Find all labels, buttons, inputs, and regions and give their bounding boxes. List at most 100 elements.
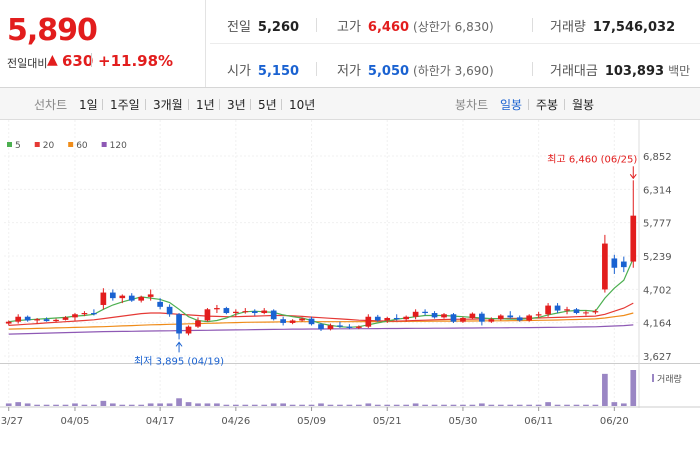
candle-body [526, 315, 533, 321]
volume-bar [327, 404, 334, 406]
divider [102, 99, 103, 110]
candle-body [630, 215, 637, 262]
volume-bar [337, 404, 343, 406]
volume-bar [81, 404, 88, 406]
candle-body [545, 305, 551, 315]
tab-1day[interactable]: 1일 [79, 98, 98, 112]
volume-bar [232, 404, 239, 406]
volume-bar [393, 404, 400, 406]
candle-body [81, 313, 88, 315]
volume-bar [602, 373, 608, 406]
candle-body [554, 305, 561, 311]
change-value: 630 [62, 52, 94, 70]
candle-body [43, 319, 50, 322]
candle-body [327, 325, 334, 330]
candle-body [91, 313, 97, 315]
volume-bar [251, 404, 258, 406]
tab-1week[interactable]: 1주일 [110, 98, 140, 112]
candle-body [488, 319, 495, 322]
volume-bar [15, 402, 22, 406]
tab-weekly[interactable]: 주봉 [536, 98, 559, 112]
volume-bar [374, 404, 381, 406]
legend-swatch [101, 142, 107, 147]
divider [316, 62, 317, 76]
tab-3month[interactable]: 3개월 [153, 98, 183, 112]
amount-stat: 거래대금 103,893 백만 [550, 60, 690, 79]
divider [316, 18, 317, 32]
volume-bar [564, 404, 570, 406]
candle-body [403, 316, 410, 320]
candle-body [242, 311, 249, 313]
volume-bar [554, 404, 561, 406]
candle-body [620, 261, 627, 268]
candle-body [573, 309, 580, 314]
volume-bar [43, 404, 50, 406]
x-tick-label: 05/09 [297, 416, 326, 427]
candle-body [469, 313, 476, 318]
tab-3year[interactable]: 3년 [227, 98, 246, 112]
divider [564, 99, 565, 110]
volume-stat: 거래량 17,546,032 [550, 16, 675, 35]
volume-label: 거래량 [550, 20, 586, 35]
candle-body [5, 321, 12, 324]
candle-body [583, 312, 589, 314]
volume-bar [592, 404, 599, 406]
candle-body [450, 314, 457, 322]
volume-bar [100, 400, 107, 406]
low-value: 5,050 [367, 64, 410, 79]
tab-monthly[interactable]: 월봉 [572, 98, 595, 112]
volume-bars: 거래량 [5, 370, 682, 406]
volume-bar [318, 403, 324, 406]
candle-body [441, 314, 447, 318]
high-value: 6,460 [367, 20, 410, 35]
volume-bar [5, 403, 12, 406]
candle-body [185, 326, 192, 334]
volume-bar [516, 404, 523, 406]
y-tick-label: 3,627 [643, 352, 672, 363]
period-bar: 선차트 1일 1주일 3개월 1년 3년 5년 10년 봉차트 일봉 주봉 월봉 [0, 88, 700, 120]
legend-swatch [7, 142, 12, 147]
candle-body [109, 292, 116, 299]
tab-5year[interactable]: 5년 [258, 98, 277, 112]
candle-body [214, 308, 220, 310]
volume-bar [441, 404, 447, 406]
volume-bar [583, 404, 589, 406]
candle-body [602, 243, 608, 290]
tab-daily[interactable]: 일봉 [500, 98, 523, 112]
volume-bar [431, 404, 438, 406]
candle-body [535, 314, 542, 316]
volume-bar [488, 404, 495, 406]
volume-bar [460, 404, 466, 406]
divider [528, 99, 529, 110]
candle-body [62, 317, 69, 320]
current-price: 5,890 [7, 13, 98, 48]
candle-body [195, 320, 201, 327]
x-tick-label: 03/27 [0, 416, 23, 427]
prev-close-label: 전일 [227, 20, 251, 35]
candle-body [261, 310, 268, 314]
y-tick-label: 5,239 [643, 252, 672, 263]
tab-10year[interactable]: 10년 [289, 98, 316, 112]
candle-body [157, 301, 163, 307]
volume-bar [157, 403, 163, 406]
high-label: 고가 [337, 20, 361, 35]
candle-body [308, 318, 315, 325]
volume-bar [62, 404, 69, 406]
volume-bar [289, 404, 296, 406]
candle-body [507, 315, 514, 318]
candle-body [479, 313, 485, 322]
candle-body [412, 311, 419, 317]
current-price-box: 5,890 전일대비 ▲ 630 +11.98% [0, 0, 206, 87]
high-arrow-head [629, 174, 637, 180]
candle-body [223, 308, 230, 314]
chart-legend: 5 20 60 120 [7, 141, 127, 151]
low-label: 저가 [337, 64, 361, 79]
tab-1year[interactable]: 1년 [196, 98, 215, 112]
candlesticks [5, 180, 637, 340]
legend-label: 20 [43, 141, 55, 151]
price-summary: 5,890 전일대비 ▲ 630 +11.98% 전일 5,260 고가 6,460… [0, 0, 700, 88]
volume-bar [620, 403, 627, 406]
volume-bar [53, 404, 59, 406]
candle-body [611, 258, 618, 268]
candle-body [374, 316, 381, 321]
